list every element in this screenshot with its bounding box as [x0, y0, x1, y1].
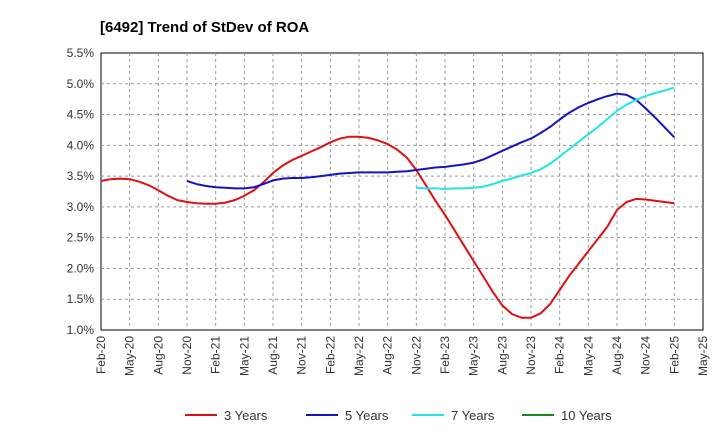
y-tick-label: 5.5% — [67, 46, 95, 60]
x-tick-label: May-20 — [123, 336, 137, 376]
x-tick-label: Aug-24 — [610, 336, 624, 375]
legend-label: 3 Years — [224, 408, 268, 423]
legend: 3 Years 5 Years 7 Years 10 Years — [185, 408, 612, 423]
x-tick-label: Feb-25 — [667, 336, 681, 374]
x-tick-label: Aug-23 — [495, 336, 509, 375]
x-tick-label: Feb-23 — [438, 336, 452, 374]
x-tick-label: May-21 — [237, 336, 251, 376]
x-tick-label: May-23 — [467, 336, 481, 376]
x-axis-ticks: Feb-20 May-20 Aug-20 Nov-20 Feb-21 May-21 Aug-… — [94, 336, 710, 376]
chart-title: [6492] Trend of StDev of ROA — [100, 19, 309, 36]
x-tick-label: May-22 — [352, 336, 366, 376]
y-axis-ticks: 1.0% 1.5% 2.0% 2.5% 3.0% 3.5% 4.0% 4.5% 5.0% 5.5% — [67, 46, 95, 337]
legend-label: 10 Years — [561, 408, 612, 423]
x-tick-label: Feb-24 — [553, 336, 567, 374]
x-tick-label: Nov-21 — [295, 336, 309, 375]
x-tick-label: Nov-20 — [180, 336, 194, 375]
series-line-3-years — [100, 135, 675, 319]
y-tick-label: 2.0% — [67, 261, 95, 275]
series-line-7-years — [416, 86, 675, 190]
x-tick-label: Feb-20 — [94, 336, 108, 374]
x-tick-label: Nov-23 — [524, 336, 538, 375]
y-tick-label: 3.5% — [67, 169, 95, 183]
x-tick-label: Feb-21 — [209, 336, 223, 374]
y-tick-label: 5.0% — [67, 77, 95, 91]
y-tick-label: 4.5% — [67, 108, 95, 122]
x-tick-label: Nov-22 — [409, 336, 423, 375]
x-tick-label: Aug-21 — [266, 336, 280, 375]
y-tick-label: 1.5% — [67, 292, 95, 306]
y-tick-label: 1.0% — [67, 323, 95, 337]
x-tick-label: May-24 — [581, 336, 595, 376]
legend-label: 5 Years — [345, 408, 389, 423]
series-lines — [100, 86, 676, 319]
x-tick-label: Aug-20 — [151, 336, 165, 375]
series-line-5-years — [186, 92, 676, 190]
x-tick-label: Feb-22 — [323, 336, 337, 374]
y-tick-label: 2.5% — [67, 231, 95, 245]
legend-label: 7 Years — [451, 408, 495, 423]
y-tick-label: 4.0% — [67, 138, 95, 152]
x-tick-label: May-25 — [696, 336, 710, 376]
grid — [101, 53, 703, 330]
x-tick-label: Nov-24 — [639, 336, 653, 375]
plot-area — [100, 52, 704, 331]
y-tick-label: 3.0% — [67, 200, 95, 214]
x-tick-label: Aug-22 — [381, 336, 395, 375]
